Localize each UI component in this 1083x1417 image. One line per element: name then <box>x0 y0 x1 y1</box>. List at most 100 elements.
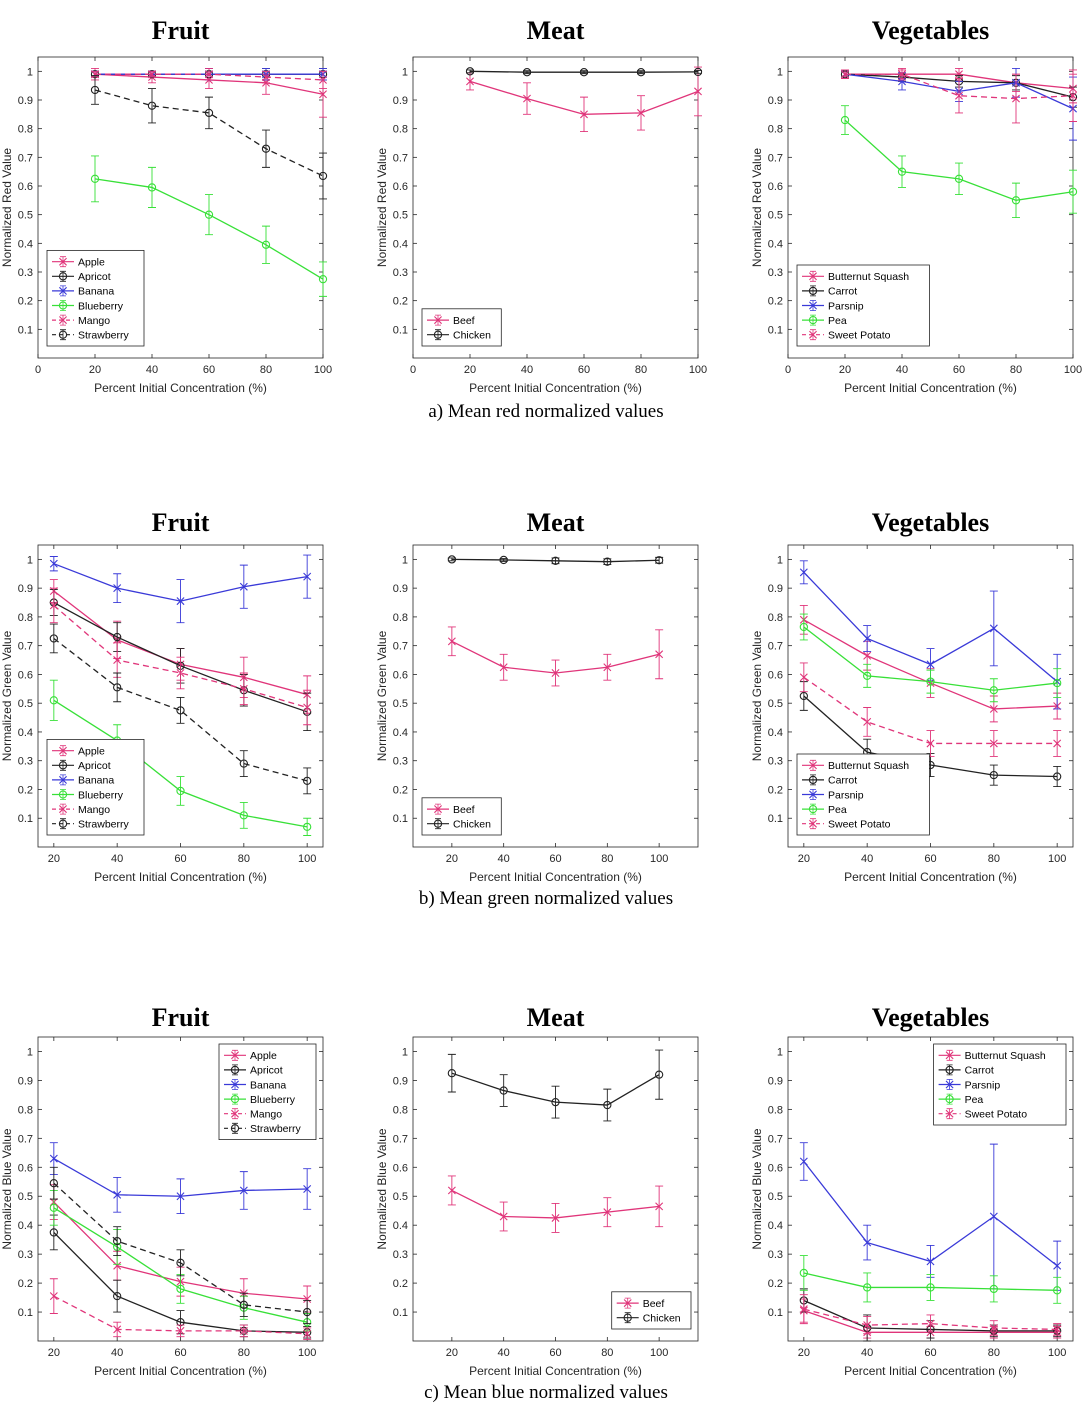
data-point <box>176 1258 185 1267</box>
error-bar <box>239 1292 248 1317</box>
data-point <box>1012 94 1020 103</box>
legend-label: Blueberry <box>78 789 124 801</box>
y-tick-label: 0.1 <box>768 1307 783 1319</box>
x-axis-label: Percent Initial Concentration (%) <box>94 381 267 395</box>
error-bar <box>205 194 213 236</box>
data-point <box>239 759 248 768</box>
data-point <box>113 1261 122 1270</box>
x-tick-label: 20 <box>798 853 810 865</box>
error-bar <box>205 96 213 130</box>
error-bar <box>113 1279 122 1313</box>
legend: Butternut Squash Carrot Parsnip Pea Sweet Po… <box>796 264 930 347</box>
data-point <box>863 1238 872 1247</box>
data-point <box>1053 1325 1062 1334</box>
x-tick-label: 80 <box>601 853 613 865</box>
x-tick-label: 100 <box>650 853 668 865</box>
data-point <box>799 622 808 632</box>
error-bar <box>319 152 327 200</box>
x-tick-label: 20 <box>798 1347 810 1359</box>
series-sweet-potato <box>841 68 1077 124</box>
series-beef <box>447 626 664 687</box>
y-tick-label: 0.9 <box>393 1075 408 1087</box>
data-point <box>1069 91 1077 100</box>
x-tick-label: 20 <box>48 853 60 865</box>
chart-title: Fruit <box>152 508 210 537</box>
y-tick-label: 0.4 <box>393 1220 408 1232</box>
legend-label: Pea <box>828 315 847 327</box>
data-point <box>239 684 248 693</box>
data-point <box>204 210 214 219</box>
data-point <box>90 85 100 95</box>
legend-label: Strawberry <box>78 330 130 342</box>
legend-label: Sweet Potato <box>828 330 891 342</box>
data-point <box>799 568 808 577</box>
series-line <box>53 637 308 782</box>
data-point <box>926 660 935 669</box>
x-tick-label: 80 <box>1010 364 1022 376</box>
y-tick-label: 0.4 <box>18 238 33 250</box>
error-bar <box>113 672 122 703</box>
error-bar <box>148 166 156 208</box>
legend: Beef Chicken <box>421 308 502 347</box>
data-point <box>898 77 906 86</box>
y-tick-label: 0.3 <box>393 1249 408 1261</box>
y-tick-label: 0.3 <box>18 267 33 279</box>
error-bar <box>499 1074 508 1107</box>
y-tick-label: 0.3 <box>18 1249 33 1261</box>
error-bar <box>447 1053 456 1093</box>
y-tick-label: 0.2 <box>18 1278 33 1290</box>
legend-marker <box>59 316 67 325</box>
y-tick-label: 1 <box>777 66 783 78</box>
x-axis-label: Percent Initial Concentration (%) <box>94 1364 267 1378</box>
plot-area <box>412 56 699 359</box>
x-tick-label: 40 <box>146 364 158 376</box>
data-point <box>318 171 328 181</box>
x-tick-label: 40 <box>861 1347 873 1359</box>
legend-label: Mango <box>250 1109 282 1121</box>
legend-marker <box>230 1094 240 1104</box>
error-bar <box>926 1273 935 1301</box>
y-tick-label: 0.8 <box>18 1104 33 1116</box>
legend-marker <box>58 790 68 799</box>
y-tick-label: 0.6 <box>18 1162 33 1174</box>
y-tick-label: 0.5 <box>18 698 33 710</box>
y-tick-label: 1 <box>27 554 33 566</box>
data-point <box>955 70 963 79</box>
y-axis-label: Normalized Blue Value <box>750 1128 764 1249</box>
x-tick-label: 80 <box>988 1347 1000 1359</box>
x-tick-label: 20 <box>89 364 101 376</box>
y-axis-label: Normalized Green Value <box>0 630 14 761</box>
data-point <box>522 68 532 77</box>
x-tick-label: 60 <box>549 853 561 865</box>
data-point <box>113 1236 122 1246</box>
data-point <box>989 704 998 713</box>
y-tick-label: 0.6 <box>18 669 33 681</box>
y-tick-label: 0.2 <box>18 784 33 796</box>
data-point <box>693 67 703 77</box>
data-point <box>303 776 312 785</box>
legend-label: Pea <box>828 804 847 816</box>
y-axis-label: Normalized Red Value <box>375 148 389 267</box>
data-point <box>303 572 312 581</box>
data-point <box>49 634 58 643</box>
x-tick-label: 60 <box>924 1347 936 1359</box>
data-point <box>176 669 185 677</box>
legend-marker <box>230 1065 240 1075</box>
y-tick-label: 0.1 <box>18 813 33 825</box>
data-point <box>551 669 560 677</box>
y-tick-label: 0.8 <box>768 124 783 136</box>
legend-label: Carrot <box>828 286 857 298</box>
error-bar <box>176 1249 185 1277</box>
x-tick-label: 100 <box>1048 853 1066 865</box>
x-axis-label: Percent Initial Concentration (%) <box>469 1364 642 1378</box>
y-tick-label: 0.7 <box>768 641 783 653</box>
y-tick-label: 0.2 <box>768 1278 783 1290</box>
y-tick-label: 0.8 <box>393 1104 408 1116</box>
y-tick-label: 0.7 <box>18 1133 33 1145</box>
legend-marker <box>945 1065 954 1075</box>
data-point <box>603 1208 612 1217</box>
series-sweet-potato <box>799 1294 1062 1336</box>
x-axis-label: Percent Initial Concentration (%) <box>469 381 642 395</box>
x-axis-label: Percent Initial Concentration (%) <box>844 381 1017 395</box>
legend-label: Mango <box>78 315 110 327</box>
